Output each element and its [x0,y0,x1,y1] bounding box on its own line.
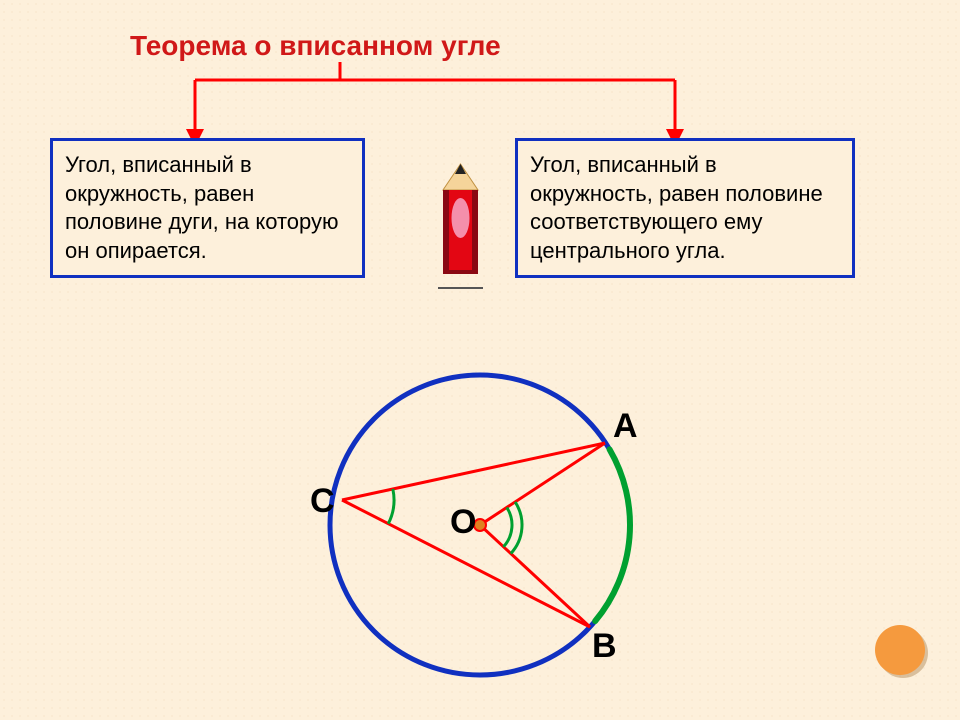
svg-text:С: С [310,482,335,520]
definition-left: Угол, вписанный в окружность, равен поло… [50,138,365,278]
svg-text:В: В [592,627,617,665]
svg-text:О: О [450,503,476,541]
svg-text:А: А [613,407,638,445]
pencil-icon [433,160,488,290]
definition-right: Угол, вписанный в окружность, равен поло… [515,138,855,278]
connector-arrows [0,0,960,160]
geometry-diagram: А В С О [280,345,680,705]
slide-marker-dot [875,625,925,675]
